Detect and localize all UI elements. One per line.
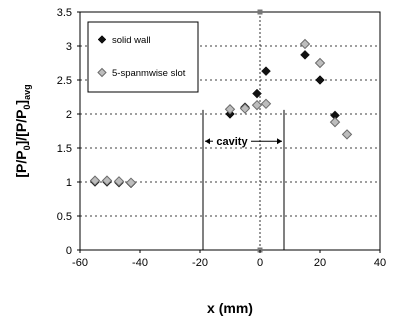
solid-wall-point-7 [261, 66, 271, 77]
legend-box [87, 21, 199, 93]
slot-point-9 [314, 57, 326, 69]
x-tick-label: -40 [132, 257, 148, 269]
legend: solid wall 5-spanmwise slot [87, 21, 199, 93]
slot-point-6 [251, 99, 263, 111]
y-tick-label: 2 [66, 109, 72, 121]
legend-marker-slot [97, 67, 107, 78]
slot-point-4 [224, 104, 236, 115]
slot-point-0 [89, 175, 101, 186]
slot-point-5 [239, 103, 251, 114]
cavity-label: cavity [216, 136, 248, 148]
x-tick-label: 0 [257, 257, 263, 269]
slot-point-10 [329, 116, 341, 128]
solid-wall-point-9 [315, 75, 325, 85]
x-tick-label: 40 [374, 257, 386, 269]
slot-point-1 [101, 175, 113, 186]
x-tick-label: 20 [314, 257, 326, 269]
data-marks [89, 38, 353, 189]
x-axis-title: x (mm) [207, 300, 253, 316]
solid-wall-point-6 [252, 88, 262, 99]
solid-wall-point-8 [300, 49, 310, 60]
y-tick-label: 0.5 [57, 211, 72, 223]
x-tick-label: -60 [72, 257, 88, 269]
slot-point-3 [125, 177, 137, 188]
legend-label-slot: 5-spanmwise slot [112, 68, 186, 79]
y-axis-title: [P/P0]/[P/P0]avg [13, 84, 32, 177]
legend-label-solid-wall: solid wall [112, 35, 151, 46]
y-tick-label: 3.5 [57, 7, 72, 19]
centerline-top-marker [257, 9, 263, 15]
slot-point-11 [341, 129, 353, 140]
y-tick-label: 0 [66, 245, 72, 257]
axis-ticks: 0 0.5 1 1.5 2 2.5 3 3.5 -60 -40 -20 0 20 40 [57, 7, 386, 269]
legend-marker-solid-wall [97, 35, 107, 44]
slot-point-8 [299, 38, 311, 50]
x-tick-label: -20 [192, 257, 208, 269]
y-tick-label: 3 [66, 41, 72, 53]
legend-markers [97, 35, 107, 78]
y-tick-label: 1.5 [57, 143, 72, 155]
slot-point-2 [113, 176, 125, 187]
cavity-arrow-right-head [277, 138, 282, 145]
slot-point-7 [260, 98, 272, 110]
y-tick-label: 2.5 [57, 75, 72, 87]
y-tick-label: 1 [66, 177, 72, 189]
cavity-arrow-left-head [205, 138, 210, 145]
